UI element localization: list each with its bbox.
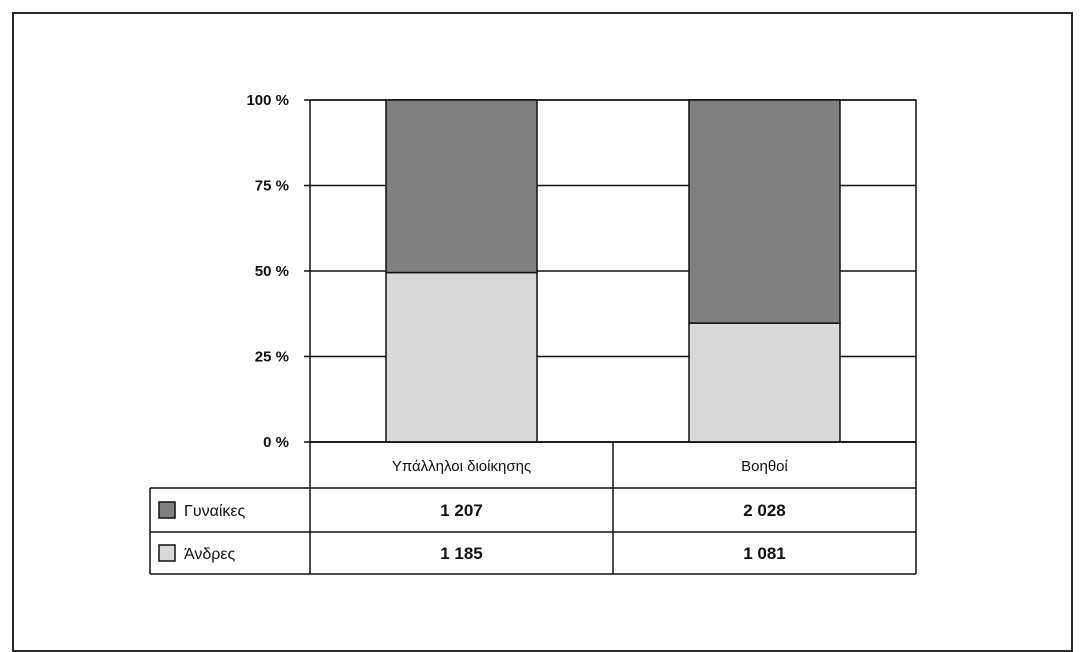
category-label: Βοηθοί [741, 458, 788, 475]
bar-segment [385, 271, 538, 443]
bar-segment [688, 322, 841, 443]
axis-layer: 0 % 25 % 50 % 75 % 100 % [246, 92, 310, 451]
category-label: Υπάλληλοι διοίκησης [392, 458, 531, 475]
y-tick-label: 25 % [255, 349, 289, 366]
legend-label: Άνδρες [184, 546, 236, 563]
table-value: 1 185 [440, 544, 483, 563]
legend-swatch [158, 501, 176, 519]
legend-label: Γυναίκες [184, 503, 246, 520]
y-tick-label: 50 % [255, 263, 289, 280]
stacked-percent-bar-chart: 0 % 25 % 50 % 75 % 100 % Υπάλληλοι διοίκησης… [149, 92, 917, 575]
y-tick-label: 0 % [263, 434, 289, 451]
data-table: Υπάλληλοι διοίκησης Βοηθοί Γυναίκες 1 207 2 … [149, 441, 917, 575]
bar-segment [688, 99, 841, 324]
table-value: 1 081 [743, 544, 786, 563]
table-value: 2 028 [743, 501, 786, 520]
bars-layer [385, 99, 841, 443]
bar-segment [385, 99, 538, 274]
legend-swatch [158, 544, 176, 562]
table-value: 1 207 [440, 501, 483, 520]
y-tick-label: 100 % [246, 92, 289, 109]
y-tick-label: 75 % [255, 178, 289, 195]
